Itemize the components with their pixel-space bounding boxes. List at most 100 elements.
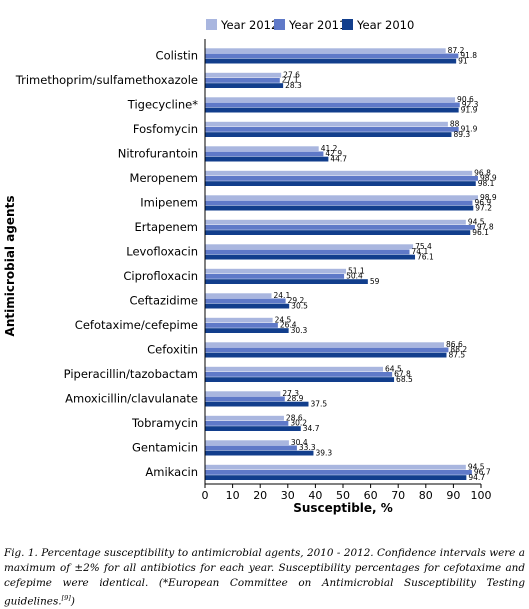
data-label: 96.8 (474, 169, 491, 178)
bar (205, 219, 466, 225)
data-label: 26.4 (280, 321, 297, 330)
data-label: 91 (458, 56, 468, 65)
data-label: 39.3 (315, 448, 332, 457)
bar (205, 426, 301, 431)
bar (205, 445, 297, 451)
data-label: 90.6 (457, 95, 474, 104)
x-tick-label: 20 (253, 489, 267, 502)
bar-chart: Year 2012 Year 2011 Year 2010 Colistin Trim… (3, 18, 497, 515)
legend-label-1: Year 2012 (220, 18, 278, 32)
legend-label-2: Year 2011 (288, 18, 346, 32)
category-label: Ceftazidime (129, 293, 198, 307)
bar (205, 107, 459, 113)
figure-caption: Fig. 1. Percentage susceptibility to ant… (4, 546, 525, 609)
data-label: 30.5 (291, 301, 308, 310)
data-label: 91.8 (460, 51, 477, 60)
bar (205, 200, 473, 206)
x-tick-label: 90 (446, 489, 460, 502)
bar (205, 274, 345, 279)
data-label: 27.3 (282, 389, 299, 398)
caption-text: Fig. 1. Percentage susceptibility to ant… (4, 547, 525, 608)
x-tick-label: 100 (471, 489, 492, 502)
bar (205, 268, 347, 274)
bar (205, 78, 280, 83)
chart-panel: Year 2012 Year 2011 Year 2010 Colistin Trim… (3, 18, 497, 515)
bar (205, 317, 273, 323)
data-label: 98.9 (480, 174, 497, 183)
data-label: 34.7 (303, 424, 320, 433)
bar (205, 475, 467, 480)
data-label: 87.5 (449, 350, 466, 359)
data-label: 28.3 (285, 81, 302, 90)
x-tick-label: 70 (391, 489, 405, 502)
data-label: 98.1 (478, 179, 495, 188)
x-tick-label: 0 (202, 489, 209, 502)
bar (205, 146, 319, 152)
bar (205, 396, 285, 402)
data-label: 27.6 (283, 71, 300, 80)
data-label: 28.6 (286, 414, 303, 423)
y-axis-title: Antimicrobial agents (3, 196, 17, 337)
bar (205, 470, 472, 475)
category-label: Nitrofurantoin (118, 146, 198, 160)
bar (205, 377, 395, 382)
data-label: 68.5 (396, 375, 413, 384)
data-label: 94.7 (468, 473, 485, 482)
category-label: Fosfomycin (133, 122, 198, 136)
bar (205, 156, 329, 162)
data-label: 88 (450, 120, 460, 129)
bar (205, 127, 459, 132)
category-label: Meropenem (130, 171, 198, 185)
x-axis-title: Susceptible, % (293, 501, 393, 515)
data-label: 24.1 (274, 291, 291, 300)
bar (205, 372, 393, 377)
data-label: 51.1 (348, 267, 365, 276)
bar (205, 249, 410, 255)
x-tick-label: 30 (281, 489, 295, 502)
data-label: 50.4 (346, 272, 363, 281)
bar (205, 415, 284, 421)
data-label: 24.5 (275, 316, 292, 325)
data-label: 44.7 (330, 154, 347, 163)
data-label: 28.9 (287, 394, 304, 403)
bar (205, 347, 449, 353)
category-label: Amoxicillin/clavulanate (65, 391, 198, 405)
legend-label-3: Year 2010 (356, 18, 414, 32)
caption-reference: [9] (61, 594, 71, 602)
data-label: 75.4 (415, 242, 432, 251)
data-label: 92.3 (462, 100, 479, 109)
bar (205, 440, 289, 446)
data-label: 76.1 (417, 252, 434, 261)
data-label: 96.1 (472, 228, 489, 237)
bar (205, 83, 284, 88)
data-label: 41.2 (321, 144, 338, 153)
category-labels: Colistin Trimethoprim/sulfamethoxazole Tig… (15, 48, 198, 479)
bar (205, 421, 289, 426)
category-label: Cefotaxime/cefepime (75, 318, 198, 332)
value-labels: 87.291.89127.627.128.390.692.391.98891.9… (274, 46, 497, 482)
x-tick-label: 40 (308, 489, 322, 502)
bar (205, 328, 289, 333)
data-label: 98.9 (480, 193, 497, 202)
category-label: Tigecycline* (127, 97, 198, 111)
x-tick-label: 80 (419, 489, 433, 502)
bar (205, 97, 456, 103)
bar (205, 401, 309, 407)
data-label: 42.9 (325, 149, 342, 158)
data-label: 89.3 (453, 130, 470, 139)
category-label: Tobramycin (131, 416, 198, 430)
data-label: 37.5 (311, 399, 328, 408)
category-label: Levofloxacin (126, 244, 198, 258)
data-label: 94.5 (468, 218, 485, 227)
bar (205, 342, 445, 348)
category-label: Piperacillin/tazobactam (64, 367, 198, 381)
data-label: 27.1 (282, 76, 299, 85)
category-label: Amikacin (145, 465, 198, 479)
bar (205, 254, 416, 260)
x-ticks: 0 10 20 30 40 50 60 70 80 90 100 (202, 484, 492, 502)
x-tick-label: 50 (336, 489, 350, 502)
bar (205, 205, 474, 211)
bar (205, 48, 446, 54)
bar (205, 303, 290, 309)
chart-legend: Year 2012 Year 2011 Year 2010 (206, 18, 414, 32)
